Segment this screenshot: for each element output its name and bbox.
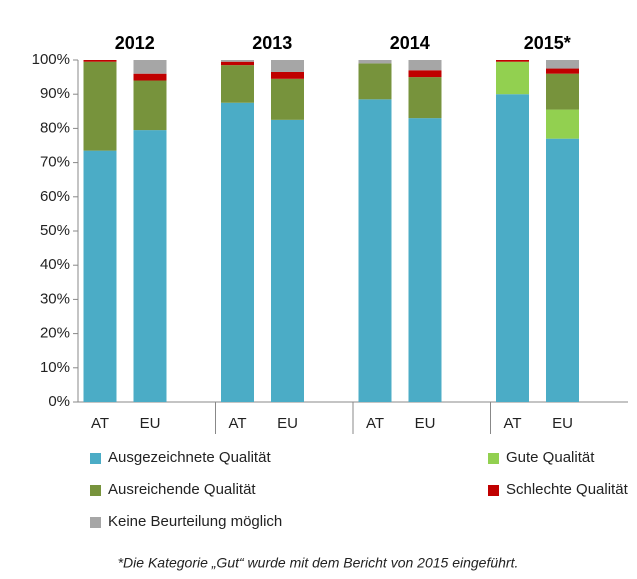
x-tick-label: EU bbox=[140, 415, 161, 432]
legend-swatch bbox=[90, 485, 101, 496]
x-tick-label: EU bbox=[552, 415, 573, 432]
bar-segment bbox=[546, 109, 579, 139]
year-label: 2014 bbox=[390, 33, 430, 53]
y-tick-label: 20% bbox=[40, 325, 70, 342]
bar-segment bbox=[271, 119, 304, 402]
x-tick-label: AT bbox=[366, 415, 384, 432]
y-tick-label: 70% bbox=[40, 154, 70, 171]
y-tick-label: 60% bbox=[40, 188, 70, 205]
x-tick-label: EU bbox=[277, 415, 298, 432]
bar-segment bbox=[133, 80, 167, 131]
legend-swatch bbox=[488, 453, 499, 464]
legend-label: Gute Qualität bbox=[506, 449, 595, 466]
bar-segment bbox=[271, 71, 304, 79]
legend-swatch bbox=[90, 453, 101, 464]
bar-segment bbox=[133, 60, 167, 74]
bar-segment bbox=[496, 61, 529, 95]
y-tick-label: 100% bbox=[32, 51, 70, 68]
legend-label: Ausreichende Qualität bbox=[108, 481, 256, 498]
y-tick-label: 10% bbox=[40, 359, 70, 376]
bar-segment bbox=[546, 73, 579, 110]
y-tick-label: 0% bbox=[48, 393, 70, 410]
x-tick-label: AT bbox=[228, 415, 246, 432]
y-tick-label: 40% bbox=[40, 256, 70, 273]
bar-segment bbox=[221, 61, 254, 66]
bar-segment bbox=[271, 78, 304, 120]
bar-segment bbox=[408, 118, 442, 402]
year-label: 2015* bbox=[524, 33, 571, 53]
legend-swatch bbox=[488, 485, 499, 496]
bar-segment bbox=[83, 60, 117, 62]
x-tick-label: AT bbox=[503, 415, 521, 432]
year-label: 2012 bbox=[115, 33, 155, 53]
y-tick-label: 90% bbox=[40, 85, 70, 102]
bar-segment bbox=[408, 60, 442, 71]
bar-segment bbox=[133, 73, 167, 81]
bar-segment bbox=[546, 68, 579, 74]
bar-segment bbox=[546, 138, 579, 402]
bar-segment bbox=[408, 70, 442, 78]
bar-segment bbox=[358, 60, 392, 64]
bar-segment bbox=[83, 150, 117, 402]
bar-segment bbox=[496, 94, 529, 402]
bar-segment bbox=[546, 60, 579, 69]
bar-segment bbox=[221, 60, 254, 62]
bar-segment bbox=[358, 99, 392, 402]
footnote: *Die Kategorie „Gut“ wurde mit dem Beric… bbox=[118, 555, 519, 571]
bar-segment bbox=[496, 60, 529, 62]
bar-segment bbox=[408, 77, 442, 119]
bar-segment bbox=[221, 102, 254, 402]
legend-swatch bbox=[90, 517, 101, 528]
bar-segment bbox=[358, 63, 392, 100]
legend-label: Schlechte Qualität bbox=[506, 481, 629, 498]
bar-segment bbox=[133, 130, 167, 403]
y-tick-label: 30% bbox=[40, 290, 70, 307]
year-label: 2013 bbox=[252, 33, 292, 53]
legend-label: Keine Beurteilung möglich bbox=[108, 513, 282, 530]
legend-label: Ausgezeichnete Qualität bbox=[108, 449, 271, 466]
bar-segment bbox=[271, 60, 304, 72]
bar-segment bbox=[221, 65, 254, 103]
y-tick-label: 50% bbox=[40, 222, 70, 239]
x-tick-label: EU bbox=[415, 415, 436, 432]
bar-segment bbox=[83, 61, 117, 151]
y-tick-label: 80% bbox=[40, 119, 70, 136]
x-tick-label: AT bbox=[91, 415, 109, 432]
